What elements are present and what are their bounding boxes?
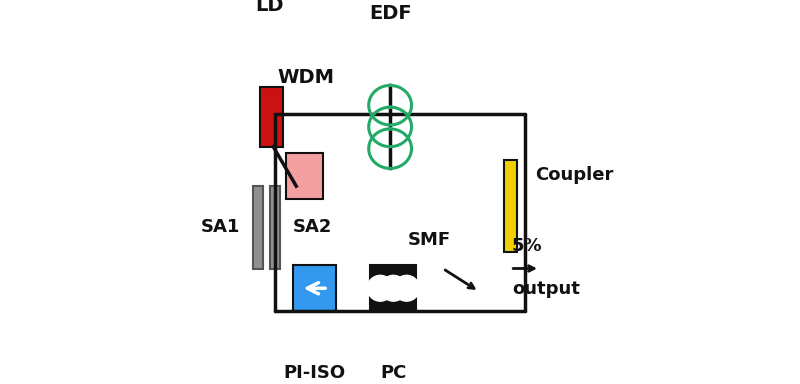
Circle shape: [381, 275, 406, 301]
Circle shape: [394, 275, 419, 301]
Text: 5%: 5%: [512, 237, 542, 255]
Text: PC: PC: [380, 364, 406, 382]
FancyBboxPatch shape: [293, 265, 336, 311]
Circle shape: [367, 275, 393, 301]
Text: Coupler: Coupler: [535, 166, 614, 184]
FancyBboxPatch shape: [254, 186, 263, 268]
Text: SMF: SMF: [408, 231, 451, 249]
Text: SA2: SA2: [293, 218, 332, 236]
Text: LD: LD: [256, 0, 284, 15]
FancyBboxPatch shape: [270, 186, 280, 268]
FancyBboxPatch shape: [286, 153, 322, 199]
Text: EDF: EDF: [369, 4, 411, 23]
Text: SA1: SA1: [201, 218, 240, 236]
Text: WDM: WDM: [278, 68, 334, 88]
FancyBboxPatch shape: [370, 265, 417, 311]
Text: PI-ISO: PI-ISO: [283, 364, 346, 382]
Text: output: output: [512, 280, 580, 298]
FancyBboxPatch shape: [504, 160, 517, 252]
FancyBboxPatch shape: [260, 88, 283, 147]
